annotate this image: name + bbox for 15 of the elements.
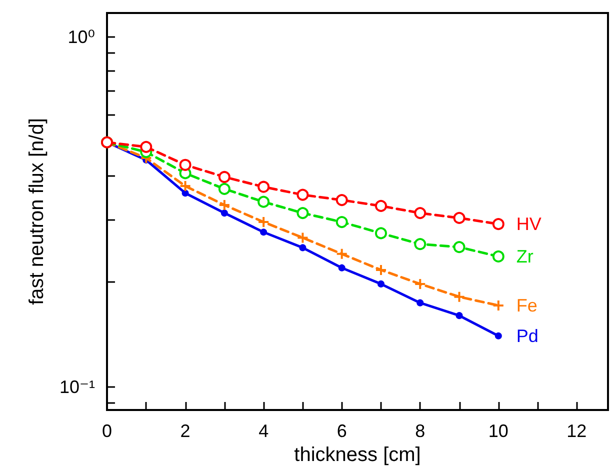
x-axis-title: thickness [cm] bbox=[294, 444, 421, 466]
series-label: Fe bbox=[516, 295, 538, 316]
series-label: HV bbox=[516, 214, 542, 234]
x-tick-label: 6 bbox=[336, 421, 347, 441]
x-tick-label: 10 bbox=[488, 421, 508, 441]
series-label: Zr bbox=[516, 246, 534, 266]
y-tick-label: 10⁻¹ bbox=[59, 377, 95, 398]
x-tick-label: 4 bbox=[258, 421, 269, 441]
x-tick-label: 0 bbox=[102, 421, 112, 441]
x-tick-label: 8 bbox=[415, 421, 426, 441]
x-tick-label: 12 bbox=[566, 421, 587, 441]
series-label: Pd bbox=[516, 326, 538, 346]
y-axis-title: fast neutron flux [n/d] bbox=[26, 118, 48, 305]
y-tick-label: 10⁰ bbox=[68, 26, 95, 47]
x-tick-label: 2 bbox=[180, 421, 190, 441]
